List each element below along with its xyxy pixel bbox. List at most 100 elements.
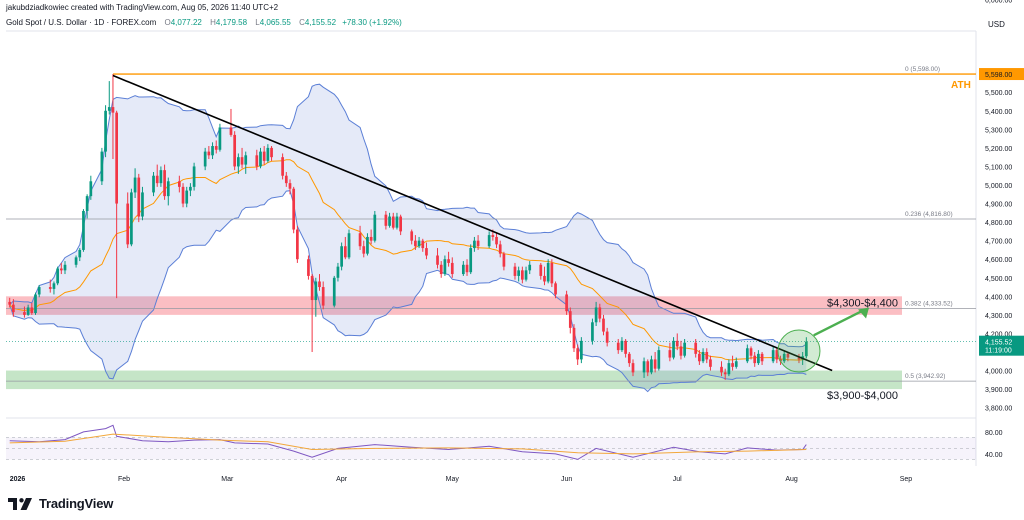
candle-body xyxy=(727,363,731,375)
candle-body xyxy=(594,307,598,323)
candle-body xyxy=(244,155,248,165)
candle-body xyxy=(262,151,266,161)
candle-body xyxy=(159,170,163,184)
candle-body xyxy=(336,266,340,278)
candle-body xyxy=(694,342,698,354)
candle-body xyxy=(498,244,502,254)
candle-body xyxy=(723,372,727,375)
zone-label-2: $3,900-$4,000 xyxy=(827,390,898,402)
ath-price-badge-label: 5,598.00 xyxy=(985,72,1012,79)
close-value: 4,155.52 xyxy=(304,18,337,27)
candle-body xyxy=(657,350,661,369)
candle-body xyxy=(520,270,524,280)
last-price-countdown: 11:19:00 xyxy=(985,348,1012,355)
candle-body xyxy=(107,107,111,111)
breakout-arrow-head xyxy=(858,307,870,319)
currency-label[interactable]: USD xyxy=(988,20,1005,29)
x-tick-9: Sep xyxy=(900,476,913,483)
candle-body xyxy=(111,107,115,113)
low-label: L xyxy=(255,18,260,27)
candle-body xyxy=(598,307,602,319)
candle-body xyxy=(203,151,207,167)
y-tick-11: 4,700.00 xyxy=(985,239,1012,246)
bollinger-upper-line xyxy=(9,83,807,348)
candle-body xyxy=(229,127,233,135)
last-price-badge-label: 4,155.52 xyxy=(985,340,1012,347)
tradingview-logo-text: TradingView xyxy=(39,496,114,511)
candle-body xyxy=(443,259,447,275)
candle-body xyxy=(399,216,402,232)
candle-body xyxy=(797,357,801,360)
x-tick-6: Jun xyxy=(561,476,572,483)
zone-band-2 xyxy=(6,370,902,390)
candle-body xyxy=(23,312,26,315)
candle-body xyxy=(207,151,211,156)
candle-body xyxy=(417,240,421,247)
x-tick-8: Aug xyxy=(785,476,798,483)
candle-body xyxy=(476,240,480,247)
fib-label-0.382: 0.382 (4,333.52) xyxy=(905,301,953,308)
candle-body xyxy=(447,259,450,263)
candle-body xyxy=(240,157,244,165)
candle-body xyxy=(760,353,764,362)
candle-body xyxy=(395,216,399,228)
candle-body xyxy=(152,175,155,193)
candle-body xyxy=(672,340,675,358)
candle-body xyxy=(782,353,786,362)
change-value: +78.30 (+1.92%) xyxy=(342,18,402,27)
candle-body xyxy=(284,175,288,184)
candle-body xyxy=(414,240,417,247)
tradingview-logo[interactable]: TradingView xyxy=(8,496,113,511)
footer xyxy=(0,484,1024,520)
candle-body xyxy=(804,341,808,357)
breakout-highlight xyxy=(777,329,821,373)
candle-body xyxy=(473,240,476,249)
x-tick-3: Mar xyxy=(221,476,234,483)
y-tick-18: 4,000.00 xyxy=(985,369,1012,376)
candle-body xyxy=(78,249,82,258)
candle-body xyxy=(517,270,521,276)
x-tick-5: May xyxy=(446,476,460,483)
candle-body xyxy=(259,151,262,167)
tradingview-logo-icon xyxy=(8,497,32,510)
candle-body xyxy=(775,350,779,360)
candle-body xyxy=(554,283,557,295)
candle-body xyxy=(362,246,366,254)
candle-body xyxy=(89,181,93,197)
candle-body xyxy=(270,147,273,158)
symbol-name[interactable]: Gold Spot / U.S. Dollar · 1D · FOREX.com xyxy=(6,18,157,27)
candle-body xyxy=(126,203,130,245)
low-value: 4,065.55 xyxy=(259,18,291,27)
candle-body xyxy=(642,361,646,373)
candle-body xyxy=(74,257,78,265)
candle-body xyxy=(115,112,118,204)
candle-body xyxy=(137,177,141,217)
y-tick-10: 4,800.00 xyxy=(985,220,1012,227)
candle-body xyxy=(26,307,30,315)
candle-body xyxy=(546,262,550,282)
candle-body xyxy=(502,253,506,267)
candle-body xyxy=(373,214,377,241)
candle-body xyxy=(731,363,734,367)
candle-body xyxy=(786,353,790,358)
candle-body xyxy=(48,287,52,289)
chart-credit: jakubdziadkowiec created with TradingVie… xyxy=(6,3,279,12)
y-tick-20: 3,800.00 xyxy=(985,406,1012,413)
bollinger-lower-line xyxy=(9,190,807,393)
y-tick-6: 5,200.00 xyxy=(985,146,1012,153)
candle-body xyxy=(425,248,428,256)
candle-body xyxy=(8,301,12,305)
candle-body xyxy=(332,277,336,306)
y-tick-7: 5,100.00 xyxy=(985,164,1012,171)
candle-body xyxy=(318,281,321,288)
candle-body xyxy=(384,214,388,226)
zone-band-1 xyxy=(6,296,902,315)
candle-body xyxy=(616,342,620,351)
close-label: C xyxy=(299,18,305,27)
y-tick-12: 4,600.00 xyxy=(985,257,1012,264)
candle-body xyxy=(745,348,749,362)
candle-body xyxy=(369,236,373,241)
price-chart[interactable]: ATH 0 (5,598.00) 0.236 (4,816.80) 0.382 (4,… xyxy=(0,0,1024,484)
x-tick-2: Feb xyxy=(118,476,130,483)
candle-body xyxy=(524,270,528,280)
